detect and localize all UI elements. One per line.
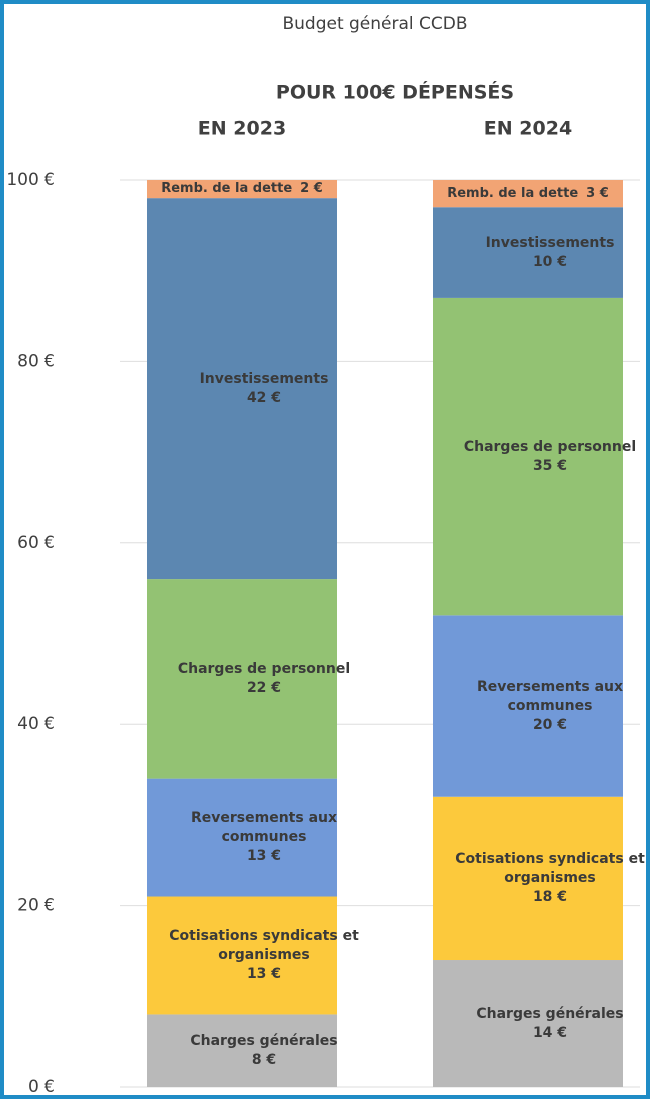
- segment-label: Charges générales 8 €: [190, 1033, 337, 1068]
- series-name: Remb. de la dette: [161, 181, 293, 197]
- segment-label: Charges générales 14 €: [476, 1006, 623, 1041]
- x-category-label: EN 2023: [198, 118, 286, 140]
- value-label: 35 €: [532, 457, 568, 474]
- value-label: 42 €: [246, 389, 282, 406]
- segment-label: Reversements aux communes 20 €: [477, 679, 623, 733]
- bar-segment: [433, 615, 623, 797]
- segment-label-box: Cotisations syndicats et organismes 18 €: [418, 797, 650, 960]
- y-tick-label: 80 €: [17, 351, 55, 371]
- segment-label: Remb. de la dette 2 €: [132, 180, 352, 198]
- value-label: 22 €: [246, 679, 282, 696]
- segment-label-box: Charges générales 8 €: [132, 1014, 396, 1087]
- value-label: 13 €: [246, 848, 282, 864]
- series-name: Remb. de la dette: [447, 185, 579, 201]
- value-label: 8 €: [251, 1051, 277, 1068]
- segment-label-box: Remb. de la dette 3 €: [418, 180, 638, 207]
- bar-segment: [147, 180, 337, 199]
- bar-segment: [433, 207, 623, 298]
- segment-label-box: Investissements 42 €: [132, 198, 396, 579]
- bar-segment: [147, 1014, 337, 1087]
- y-tick-label: 0 €: [28, 1077, 55, 1097]
- bar-segment: [433, 180, 623, 208]
- value-label: 2 €: [300, 181, 323, 197]
- bar-segment: [433, 297, 623, 616]
- segment-label: Investissements 42 €: [200, 371, 329, 406]
- segment-label-box: Investissements 10 €: [418, 207, 650, 298]
- segment-label-box: Remb. de la dette 2 €: [132, 180, 352, 198]
- segment-label-box: Reversements aux communes 20 €: [418, 615, 650, 796]
- series-name: Investissements: [485, 234, 615, 251]
- bar-segment: [433, 960, 623, 1087]
- segment-label-box: Cotisations syndicats et organismes 13 €: [132, 897, 396, 1015]
- value-label: 20 €: [532, 716, 568, 733]
- segment-label: Remb. de la dette 3 €: [418, 180, 638, 207]
- series-name: Investissements: [199, 370, 329, 387]
- series-name: Charges générales: [190, 1032, 338, 1049]
- segment-label-box: Charges de personnel 22 €: [132, 579, 396, 779]
- segment-label: Investissements 10 €: [486, 235, 615, 270]
- series-name: Charges de personnel: [463, 438, 637, 455]
- value-label: 14 €: [532, 1024, 568, 1041]
- segment-label-box: Reversements aux communes 13 €: [132, 779, 396, 897]
- bar-segment: [147, 778, 337, 897]
- y-tick-label: 40 €: [17, 714, 55, 734]
- y-tick-label: 20 €: [17, 896, 55, 916]
- value-label: 10 €: [532, 253, 568, 270]
- x-category-label: EN 2024: [484, 118, 572, 140]
- segment-label: Reversements aux communes 13 €: [191, 810, 337, 864]
- series-name: Cotisations syndicats et organismes: [455, 851, 645, 886]
- y-tick-label: 100 €: [6, 170, 55, 190]
- y-tick-label: 60 €: [17, 533, 55, 553]
- series-name: Reversements aux communes: [476, 678, 624, 714]
- chart-title: Budget général CCDB: [282, 14, 467, 34]
- bar-segment: [147, 896, 337, 1015]
- series-name: Charges de personnel: [177, 660, 351, 677]
- value-label: 18 €: [532, 888, 568, 905]
- segment-label: Charges de personnel 22 €: [178, 661, 350, 696]
- value-label: 3 €: [586, 185, 609, 201]
- chart-subtitle: POUR 100€ DÉPENSÉS: [276, 81, 514, 104]
- series-name: Charges générales: [476, 1005, 624, 1022]
- bar-segment: [147, 579, 337, 779]
- segment-label: Charges de personnel 35 €: [464, 439, 636, 474]
- segment-label: Cotisations syndicats et organismes 18 €: [455, 851, 645, 905]
- series-name: Reversements aux communes: [190, 810, 338, 846]
- value-label: 13 €: [246, 965, 282, 982]
- segment-label-box: Charges générales 14 €: [418, 960, 650, 1087]
- bar-segment: [433, 796, 623, 961]
- bar-segment: [147, 198, 337, 580]
- series-name: Cotisations syndicats et organismes: [169, 928, 359, 964]
- segment-label-box: Charges de personnel 35 €: [418, 298, 650, 615]
